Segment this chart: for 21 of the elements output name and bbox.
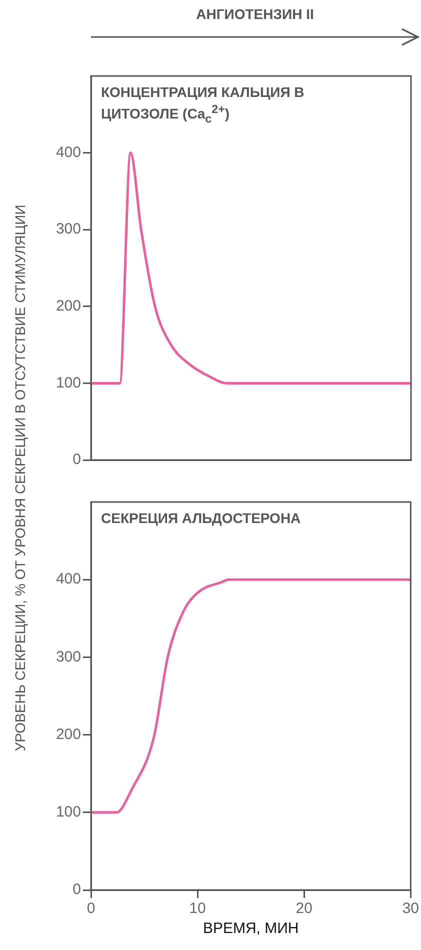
- y-tick-label: 400: [56, 144, 81, 161]
- text: КОНЦЕНТРАЦИЯ КАЛЬЦИЯ В ЦИТОЗОЛЕ (Ca$_{c}$$^{2+}$): [101, 84, 306, 128]
- text: СЕКРЕЦИЯ АЛЬДОСТЕРОНА: [101, 510, 302, 527]
- y-axis-title: УРОВЕНЬ СЕКРЕЦИИ, % ОТ УРОВНЯ СЕКРЕЦИИ В ОТСУТСТВИЕ СТИМУЛЯЦИИ: [12, 204, 28, 752]
- y-tick-label: 300: [56, 220, 81, 238]
- y-tick-label: 100: [56, 804, 81, 821]
- x-tick-label: 10: [189, 900, 206, 918]
- text: АНГИОТЕНЗИН II: [195, 6, 315, 22]
- y-tick-label: 400: [56, 570, 81, 588]
- line-series: [91, 578, 411, 814]
- y-tick-label: 100: [56, 374, 81, 392]
- x-axis-title: ВРЕМЯ, МИН: [202, 920, 299, 938]
- y-tick-label: 0: [72, 881, 81, 898]
- y-tick-label: 300: [56, 648, 81, 666]
- x-tick-label: 30: [402, 900, 419, 918]
- line-series: [91, 152, 411, 384]
- x-tick-label: 0: [86, 900, 96, 918]
- y-tick-label: 200: [56, 726, 81, 743]
- x-tick-label: 20: [296, 900, 312, 918]
- y-tick-label: 0: [72, 451, 81, 468]
- y-tick-label: 200: [56, 298, 81, 315]
